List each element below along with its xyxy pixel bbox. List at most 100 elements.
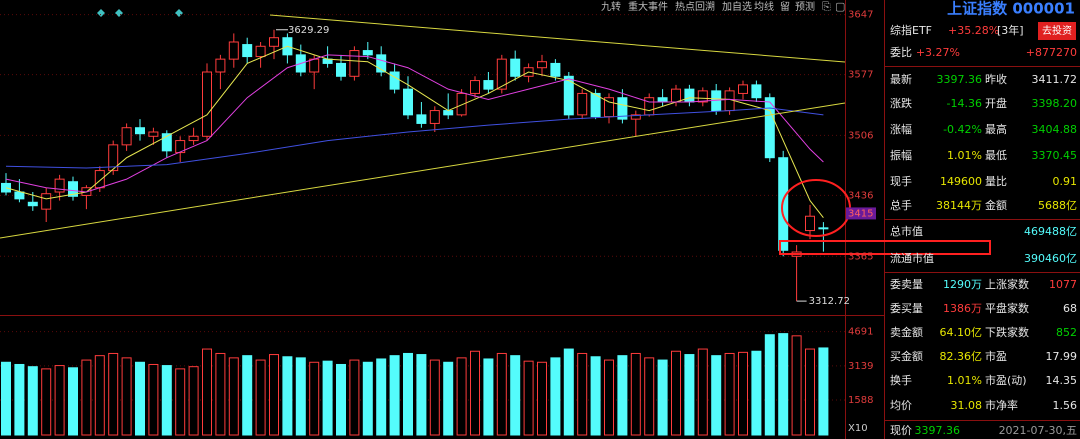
candle-body	[309, 58, 320, 73]
volume-bar	[470, 350, 480, 436]
candle-body	[617, 97, 628, 120]
trend-line	[0, 102, 846, 239]
volume-bar	[429, 359, 440, 436]
plot-area	[0, 14, 845, 436]
volume-bar	[148, 363, 159, 436]
quote-label: 昨收	[985, 72, 1007, 86]
volume-bar	[791, 335, 802, 436]
volume-bar	[510, 355, 521, 436]
volume-bar	[563, 348, 574, 436]
candle-body	[135, 127, 145, 135]
toolbar-button[interactable]: 九转	[601, 0, 621, 13]
highlight-box	[779, 240, 991, 255]
quote-title: 上证指数 000001	[947, 0, 1075, 18]
toolbar-button[interactable]: 加自选	[722, 0, 752, 13]
toolbar-icon[interactable]: ⎘	[822, 0, 831, 13]
volume-bar	[202, 348, 212, 436]
volume-bar	[295, 357, 306, 436]
toolbar-button[interactable]: 留	[780, 0, 790, 13]
invest-button-label[interactable]: 去投资	[1042, 24, 1072, 37]
volume-bar	[764, 334, 775, 436]
candle-body	[148, 131, 159, 137]
toolbar-button[interactable]: 重大事件	[628, 0, 668, 13]
volume-bar	[175, 368, 186, 436]
quote-label: 总手	[890, 198, 912, 212]
candle-body	[121, 127, 132, 146]
candle-body	[376, 54, 387, 73]
candle-body	[14, 191, 25, 200]
quote-value: 3397.36	[915, 424, 961, 437]
quote-label: 卖金额	[890, 325, 923, 339]
volume-bar	[322, 360, 333, 436]
volume-bar	[54, 365, 65, 436]
etf-label: 综指ETF	[890, 23, 932, 37]
volume-bar	[403, 352, 413, 436]
quote-label: 振幅	[890, 148, 912, 162]
candle-body	[228, 41, 239, 60]
toolbar-button[interactable]: 热点回溯	[675, 0, 715, 13]
volume-bar	[724, 352, 735, 436]
quote-value: -14.36	[947, 97, 982, 110]
current-price-label: 3415	[848, 208, 873, 219]
quote-label: 涨跌	[890, 96, 912, 110]
quote-value: 3370.45	[1032, 149, 1078, 162]
volume-tick-label: 4691	[848, 327, 873, 338]
quote-value: 3411.72	[1032, 73, 1078, 86]
etf-period: [3年]	[997, 23, 1024, 37]
quote-label: 现手	[890, 174, 912, 188]
candle-body	[510, 58, 521, 77]
quote-label: 涨幅	[890, 123, 912, 136]
volume-bar	[349, 359, 360, 436]
candle-body	[805, 215, 815, 232]
volume-bar	[389, 355, 400, 436]
volume-bar	[751, 350, 762, 436]
volume-bar	[483, 358, 494, 436]
candle-body	[416, 114, 427, 124]
price-tick-label: 3506	[848, 130, 873, 141]
toolbar-icon[interactable]: ▢	[835, 0, 845, 13]
toolbar-button[interactable]: 预测	[795, 0, 815, 13]
candle-body	[336, 62, 346, 77]
quote-value: 1077	[1049, 278, 1077, 291]
volume-bar	[537, 361, 547, 436]
candle-body	[577, 92, 588, 116]
volume-bar	[376, 358, 387, 436]
quote-label: 量比	[985, 175, 1007, 188]
volume-bar	[577, 352, 588, 436]
event-markers	[97, 9, 183, 17]
candle-body	[255, 45, 266, 58]
volume-unit: X10	[848, 423, 868, 434]
candle-body	[738, 84, 748, 94]
volume-bar	[309, 361, 320, 436]
volume-bar	[27, 366, 38, 436]
current-price-box	[846, 207, 876, 220]
quote-value: 0.91	[1053, 175, 1078, 188]
volume-bar	[604, 359, 614, 436]
quote-label: 流通市值	[890, 251, 934, 265]
candle-body	[269, 37, 279, 47]
volume-bar	[617, 355, 628, 436]
candle-body	[684, 88, 695, 103]
volume-bar	[1, 361, 11, 436]
quote-value: 3398.20	[1032, 97, 1078, 110]
volume-bar	[242, 355, 253, 436]
quote-value: +3.27%	[916, 46, 960, 59]
quote-label: 最新	[890, 72, 912, 86]
quote-value: 1.01%	[947, 374, 982, 387]
quote-value: 5688亿	[1038, 199, 1077, 212]
candle-body	[27, 201, 38, 207]
quote-label: 现价	[890, 424, 912, 437]
volume-bar	[496, 352, 507, 436]
candle-body	[764, 97, 775, 159]
candle-body	[470, 80, 480, 94]
toolbar-button[interactable]: 均线	[754, 0, 774, 13]
price-tick-label: 3365	[848, 251, 873, 262]
candle-body	[242, 44, 253, 58]
candle-body	[161, 133, 172, 152]
volume-bar	[711, 355, 722, 436]
candle-body	[443, 110, 454, 116]
volume-bar	[269, 354, 279, 436]
invest-button[interactable]	[1038, 22, 1076, 40]
quote-value: 64.10亿	[940, 326, 983, 339]
